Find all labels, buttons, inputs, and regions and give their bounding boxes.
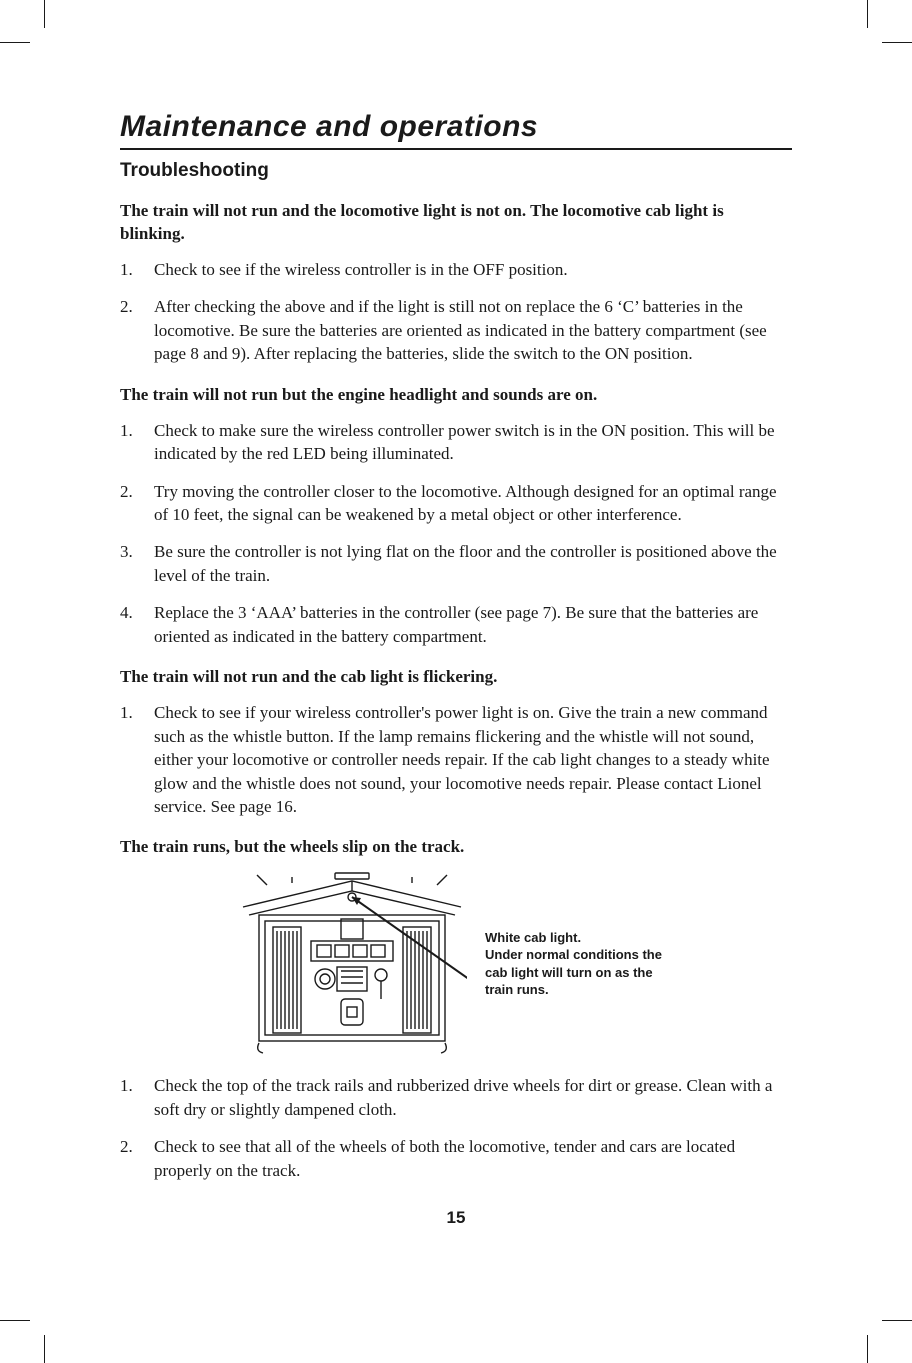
step-item: Check to see if the wireless controller … bbox=[120, 258, 792, 281]
crop-mark bbox=[44, 1335, 45, 1363]
step-item: Check to make sure the wireless controll… bbox=[120, 419, 792, 466]
crop-mark bbox=[867, 0, 868, 28]
step-item: Check to see that all of the wheels of b… bbox=[120, 1135, 792, 1182]
step-item: After checking the above and if the ligh… bbox=[120, 295, 792, 365]
crop-mark bbox=[0, 1320, 30, 1321]
crop-mark bbox=[882, 42, 912, 43]
step-item: Check to see if your wireless controller… bbox=[120, 701, 792, 818]
figure-caption-line: Under normal conditions the cab light wi… bbox=[485, 947, 662, 997]
page-number: 15 bbox=[0, 1208, 912, 1228]
step-item: Check the top of the track rails and rub… bbox=[120, 1074, 792, 1121]
page-content: Maintenance and operations Troubleshooti… bbox=[0, 0, 912, 1256]
crop-mark bbox=[0, 42, 30, 43]
problem-heading: The train will not run and the locomotiv… bbox=[120, 200, 792, 246]
figure-caption: White cab light. Under normal conditions… bbox=[485, 929, 675, 999]
step-item: Try moving the controller closer to the … bbox=[120, 480, 792, 527]
section-title: Maintenance and operations bbox=[120, 110, 792, 150]
problem-heading: The train will not run and the cab light… bbox=[120, 666, 792, 689]
step-list: Check to make sure the wireless controll… bbox=[120, 419, 792, 649]
step-item: Replace the 3 ‘AAA’ batteries in the con… bbox=[120, 601, 792, 648]
crop-mark bbox=[867, 1335, 868, 1363]
step-list: Check the top of the track rails and rub… bbox=[120, 1074, 792, 1182]
figure: White cab light. Under normal conditions… bbox=[120, 871, 792, 1056]
crop-mark bbox=[44, 0, 45, 28]
problem-heading: The train will not run but the engine he… bbox=[120, 384, 792, 407]
locomotive-cab-diagram-icon bbox=[237, 871, 467, 1056]
step-item: Be sure the controller is not lying flat… bbox=[120, 540, 792, 587]
problem-heading: The train runs, but the wheels slip on t… bbox=[120, 836, 792, 859]
step-list: Check to see if your wireless controller… bbox=[120, 701, 792, 818]
figure-caption-line: White cab light. bbox=[485, 930, 581, 945]
step-list: Check to see if the wireless controller … bbox=[120, 258, 792, 366]
subsection-title: Troubleshooting bbox=[120, 160, 792, 182]
crop-mark bbox=[882, 1320, 912, 1321]
